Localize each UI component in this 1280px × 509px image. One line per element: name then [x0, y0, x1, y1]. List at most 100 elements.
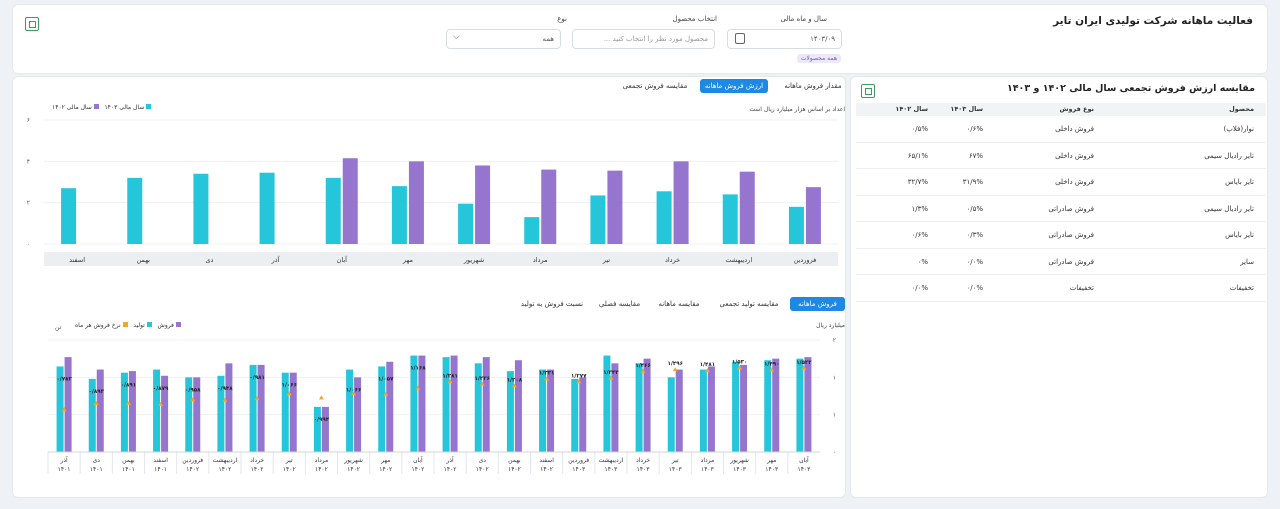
x-tick-year: ۱۴۰۱ — [154, 466, 167, 473]
x-tick-month: خرداد — [636, 457, 650, 464]
x-tick-year: ۱۴۰۳ — [669, 466, 683, 473]
tab-monthly-value[interactable]: ارزش فروش ماهانه — [700, 79, 768, 93]
y-tick-label: ۲ — [27, 200, 30, 207]
tab-sales-production-ratio[interactable]: نسبت فروش به تولید — [520, 300, 584, 308]
tab-monthly-quantity[interactable]: مقدار فروش ماهانه — [784, 82, 842, 90]
table-cell: نوار(فلاپ) — [1223, 125, 1254, 133]
bar-sales — [547, 369, 555, 452]
x-tick-year: ۱۴۰۱ — [122, 466, 135, 473]
bar-sales — [257, 364, 265, 452]
rate-marker — [479, 381, 485, 386]
bar-sales — [128, 371, 136, 452]
bar-1402 — [408, 161, 424, 244]
rate-marker — [158, 401, 164, 406]
type-value: همه — [542, 35, 555, 43]
col-1402: سال ۱۴۰۲ — [895, 105, 928, 113]
bar-production — [732, 361, 740, 452]
tab-quarterly-comparison[interactable]: مقایسه فصلی — [598, 300, 641, 308]
table-cell: فروش داخلی — [1055, 125, 1094, 133]
tab-monthly-comparison[interactable]: مقایسه ماهانه — [658, 300, 700, 308]
rate-marker — [415, 385, 421, 390]
rate-marker — [286, 391, 292, 396]
legend-rate-label: نرخ فروش هر ماه — [75, 322, 121, 329]
rate-marker — [608, 375, 614, 380]
tab-cumulative-comparison[interactable]: مقایسه فروش تجمعی — [622, 82, 688, 90]
table-row: تایر بایاس فروش صادراتی ۰/۳% ۰/۶% — [856, 222, 1266, 249]
x-tick-month: فروردین — [182, 457, 203, 464]
chevron-down-icon[interactable]: ⌵ — [453, 32, 460, 42]
table-row: تایر رادیال سیمی فروش داخلی ۶۷% ۶۵/۱% — [856, 143, 1266, 169]
table-cell: فروش داخلی — [1055, 151, 1094, 160]
tab-cumulative-production[interactable]: مقایسه تولید تجمعی — [719, 300, 779, 308]
filter-card: فعالیت ماهانه شرکت تولیدی ایران تایر سال… — [12, 4, 1268, 74]
table-cell: تخفیفات — [1229, 284, 1254, 292]
bar-production — [217, 375, 225, 452]
bar-sales — [354, 377, 362, 452]
x-axis-band — [44, 252, 838, 266]
bar-1402 — [805, 187, 821, 244]
x-tick-year: ۱۴۰۳ — [604, 466, 618, 473]
table-cell: ۳۲/۷% — [907, 178, 928, 186]
data-label: ۱/۴۸۱ — [700, 362, 715, 368]
x-tick-label: تیر — [602, 256, 611, 264]
bar-sales — [579, 377, 587, 452]
bar-production — [185, 377, 193, 452]
bar-1403 — [259, 172, 275, 244]
x-tick-month: آذر — [445, 455, 454, 464]
table-cell: ۰% — [917, 257, 928, 266]
product-select[interactable]: محصول مورد نظر را انتخاب کنید ... — [572, 29, 715, 49]
period-field[interactable]: ۱۴۰۳/۰۹ — [727, 29, 842, 49]
rate-marker — [190, 397, 196, 402]
bar-sales — [96, 369, 104, 452]
x-tick-label: بهمن — [136, 256, 150, 264]
data-label: ۱/۵۳۰ — [732, 359, 747, 365]
bar-1402 — [342, 158, 358, 244]
x-tick-month: اسفند — [153, 457, 168, 464]
table-cell: تایر رادیال سیمی — [1204, 204, 1254, 213]
legend-production-swatch — [146, 322, 152, 327]
data-label: ۱/۰۶۶ — [282, 383, 297, 389]
bar-1403 — [590, 195, 606, 244]
rate-marker — [769, 367, 775, 372]
excel-export-icon[interactable] — [25, 17, 39, 31]
table-row: تخفیفات تخفیفات ۰/۰% ۰/۰% — [856, 275, 1266, 302]
rate-marker — [640, 368, 646, 373]
table-export-icon[interactable] — [861, 84, 875, 98]
page-title: فعالیت ماهانه شرکت تولیدی ایران تایر — [1053, 15, 1253, 27]
x-tick-month: اردیبهشت — [213, 457, 238, 464]
bar-production — [474, 363, 482, 452]
rate-marker — [61, 407, 67, 412]
bar-production — [699, 369, 707, 452]
x-tick-year: ۱۴۰۲ — [540, 466, 553, 473]
all-products-chip[interactable]: همه محصولات — [796, 54, 841, 63]
type-select[interactable]: همه ⌵ — [446, 29, 561, 49]
data-label: ۱/۳۳۱ — [539, 370, 554, 376]
data-label: ۱/۱۶۸ — [410, 366, 426, 372]
x-tick-label: فروردین — [794, 256, 817, 264]
tab-monthly-sales[interactable]: فروش ماهانه — [790, 297, 845, 311]
x-tick-year: ۱۴۰۱ — [90, 466, 103, 473]
legend-rate-swatch — [122, 322, 128, 327]
bar-production — [667, 377, 675, 452]
calendar-icon[interactable] — [735, 33, 745, 44]
x-tick-label: خرداد — [665, 256, 680, 264]
bar-production — [764, 360, 772, 452]
data-label: ۱/۳۴۳ — [603, 370, 619, 376]
bar-1403 — [656, 191, 672, 244]
rate-marker — [737, 365, 743, 370]
x-tick-month: مرداد — [701, 457, 715, 464]
table-cell: تایر بایاس — [1225, 178, 1254, 186]
table-cell: فروش صادراتی — [1048, 257, 1094, 266]
data-label: ۱/۰۵۷ — [378, 376, 394, 382]
bar-1403 — [524, 217, 540, 244]
bar-production — [313, 406, 321, 452]
x-tick-month: اردیبهشت — [599, 457, 624, 464]
data-label: ۰/۸۹۳ — [89, 389, 105, 395]
rate-marker — [383, 391, 389, 396]
bar-1402 — [673, 161, 689, 244]
data-label: ۰/۸۷۹ — [153, 386, 169, 392]
bar-production — [410, 355, 418, 452]
bar-1402 — [541, 169, 557, 244]
legend-label-1403: سال مالی ۱۴۰۳ — [104, 104, 145, 111]
table-card: مقایسه ارزش فروش تجمعی سال مالی ۱۴۰۲ و ۱… — [850, 76, 1268, 498]
